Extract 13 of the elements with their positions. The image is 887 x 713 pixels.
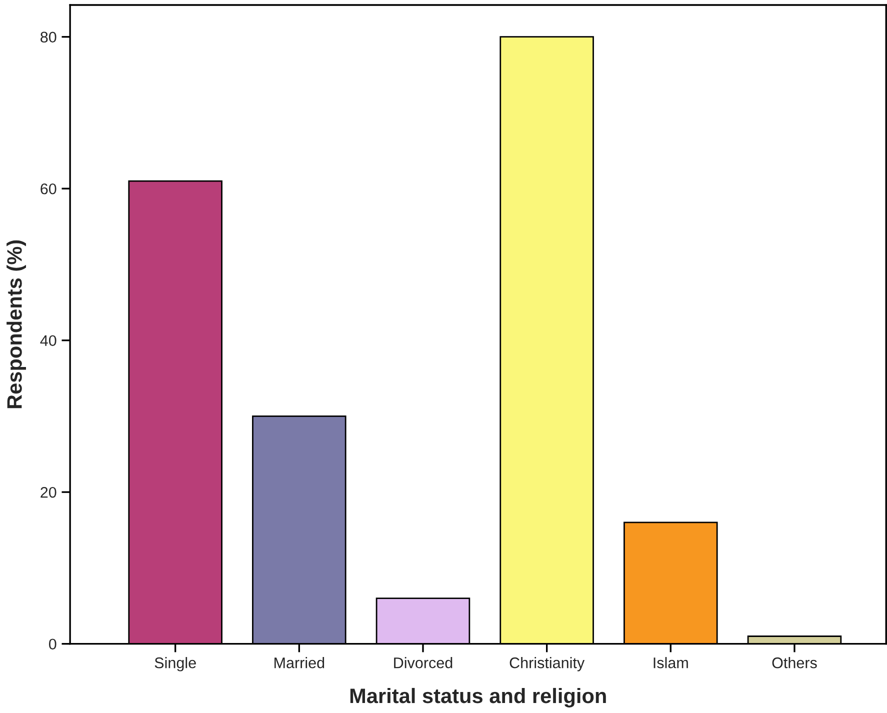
- x-tick-label: Single: [154, 657, 196, 672]
- x-tick-label: Divorced: [394, 657, 452, 668]
- x-tick-label: Others: [772, 657, 817, 668]
- y-tick-label: 40: [40, 335, 56, 346]
- x-tick-label: Christianity: [510, 657, 585, 672]
- x-tick-label: Married: [274, 657, 324, 668]
- y-tick-label: 60: [40, 183, 56, 194]
- y-axis-title: Respondents (%): [6, 240, 26, 408]
- y-tick-label: 20: [40, 486, 56, 498]
- y-tick-label: 80: [40, 32, 56, 43]
- x-axis-title: Marital status and religion: [350, 688, 606, 708]
- y-tick-label: 0: [48, 638, 56, 650]
- x-tick-label: Islam: [654, 657, 688, 668]
